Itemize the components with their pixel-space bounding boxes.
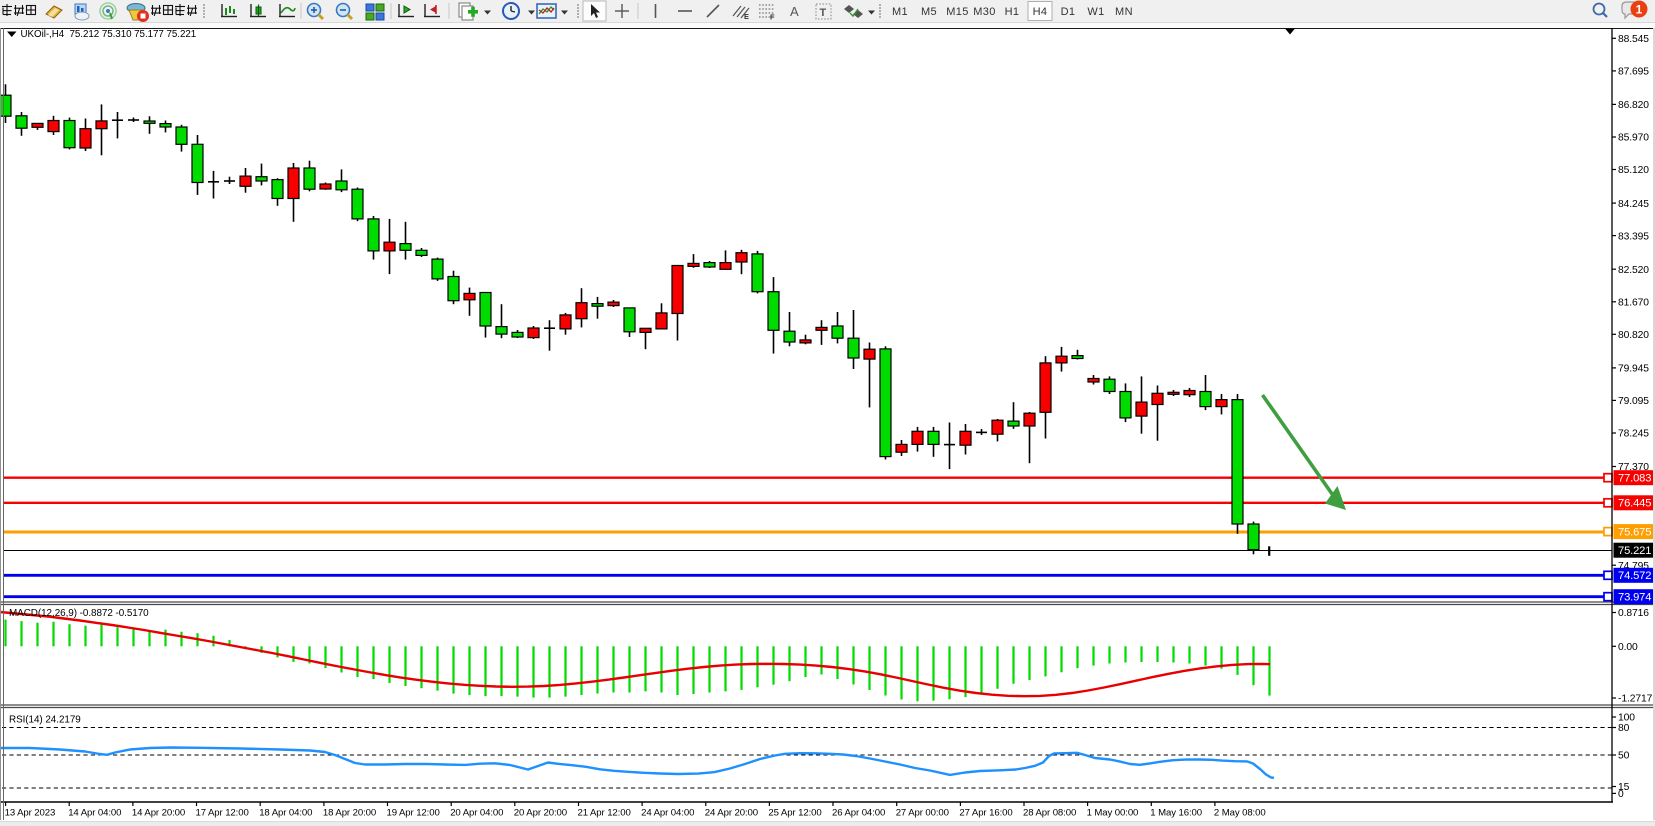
svg-text:T: T <box>820 7 827 19</box>
svg-text:73.974: 73.974 <box>1618 592 1651 604</box>
svg-text:MN: MN <box>1115 6 1133 18</box>
svg-text:1 May 16:00: 1 May 16:00 <box>1150 807 1202 818</box>
svg-text:14 Apr 04:00: 14 Apr 04:00 <box>68 807 121 818</box>
svg-text:1: 1 <box>1636 3 1643 17</box>
svg-text:85.970: 85.970 <box>1618 133 1649 144</box>
svg-text:75.675: 75.675 <box>1618 527 1651 539</box>
svg-text:-1.2717: -1.2717 <box>1618 694 1653 705</box>
svg-text:78.245: 78.245 <box>1618 429 1649 440</box>
svg-text:F: F <box>770 13 775 22</box>
svg-text:77.370: 77.370 <box>1618 462 1649 473</box>
svg-text:74.572: 74.572 <box>1618 570 1651 582</box>
svg-text:83.395: 83.395 <box>1618 231 1649 242</box>
svg-text:86.820: 86.820 <box>1618 100 1649 111</box>
svg-text:A: A <box>790 4 799 19</box>
svg-text:82.520: 82.520 <box>1618 265 1649 276</box>
svg-text:D1: D1 <box>1061 6 1076 18</box>
svg-text:H1: H1 <box>1005 6 1020 18</box>
svg-text:M1: M1 <box>892 6 908 18</box>
svg-text:79.945: 79.945 <box>1618 364 1649 375</box>
svg-text:77.083: 77.083 <box>1618 473 1651 485</box>
svg-text:19 Apr 12:00: 19 Apr 12:00 <box>387 807 440 818</box>
svg-text:0.8716: 0.8716 <box>1618 608 1649 619</box>
svg-text:84.245: 84.245 <box>1618 199 1649 210</box>
svg-text:50: 50 <box>1618 751 1630 762</box>
svg-text:20 Apr 04:00: 20 Apr 04:00 <box>450 807 503 818</box>
svg-text:RSI(14) 24.2179: RSI(14) 24.2179 <box>9 715 81 726</box>
svg-text:20 Apr 20:00: 20 Apr 20:00 <box>514 807 567 818</box>
svg-text:21 Apr 12:00: 21 Apr 12:00 <box>578 807 631 818</box>
svg-text:13 Apr 2023: 13 Apr 2023 <box>5 807 56 818</box>
svg-text:15: 15 <box>1618 782 1630 793</box>
svg-text:UKOil-,H4 75.212 75.310 75.17: UKOil-,H4 75.212 75.310 75.177 75.221 <box>21 29 197 40</box>
svg-text:H4: H4 <box>1033 6 1048 18</box>
svg-text:0: 0 <box>1618 789 1624 800</box>
svg-text:74.795: 74.795 <box>1618 561 1649 572</box>
svg-text:27 Apr 00:00: 27 Apr 00:00 <box>896 807 949 818</box>
svg-text:25 Apr 12:00: 25 Apr 12:00 <box>768 807 821 818</box>
svg-text:26 Apr 04:00: 26 Apr 04:00 <box>832 807 885 818</box>
svg-text:80: 80 <box>1618 723 1630 734</box>
svg-text:18 Apr 04:00: 18 Apr 04:00 <box>259 807 312 818</box>
svg-text:100: 100 <box>1618 713 1635 724</box>
svg-text:79.095: 79.095 <box>1618 396 1649 407</box>
svg-text:81.670: 81.670 <box>1618 297 1649 308</box>
svg-text:MACD(12,26,9) -0.8872 -0.5170: MACD(12,26,9) -0.8872 -0.5170 <box>9 608 149 619</box>
svg-text:28 Apr 08:00: 28 Apr 08:00 <box>1023 807 1076 818</box>
svg-text:85.120: 85.120 <box>1618 165 1649 176</box>
svg-text:75.221: 75.221 <box>1618 545 1651 557</box>
svg-text:24 Apr 20:00: 24 Apr 20:00 <box>705 807 758 818</box>
svg-text:M30: M30 <box>973 6 996 18</box>
svg-text:14 Apr 20:00: 14 Apr 20:00 <box>132 807 185 818</box>
svg-text:2 May 08:00: 2 May 08:00 <box>1214 807 1266 818</box>
svg-text:E: E <box>744 12 749 21</box>
svg-text:88.545: 88.545 <box>1618 34 1649 45</box>
svg-text:18 Apr 20:00: 18 Apr 20:00 <box>323 807 376 818</box>
svg-text:0.00: 0.00 <box>1618 642 1638 653</box>
svg-text:76.445: 76.445 <box>1618 498 1651 510</box>
svg-text:W1: W1 <box>1087 6 1104 18</box>
svg-text:17 Apr 12:00: 17 Apr 12:00 <box>196 807 249 818</box>
svg-text:M15: M15 <box>946 6 969 18</box>
svg-text:24 Apr 04:00: 24 Apr 04:00 <box>641 807 694 818</box>
svg-text:80.820: 80.820 <box>1618 330 1649 341</box>
svg-text:27 Apr 16:00: 27 Apr 16:00 <box>959 807 1012 818</box>
svg-text:M5: M5 <box>921 6 937 18</box>
svg-text:1 May 00:00: 1 May 00:00 <box>1087 807 1139 818</box>
svg-text:87.695: 87.695 <box>1618 67 1649 78</box>
